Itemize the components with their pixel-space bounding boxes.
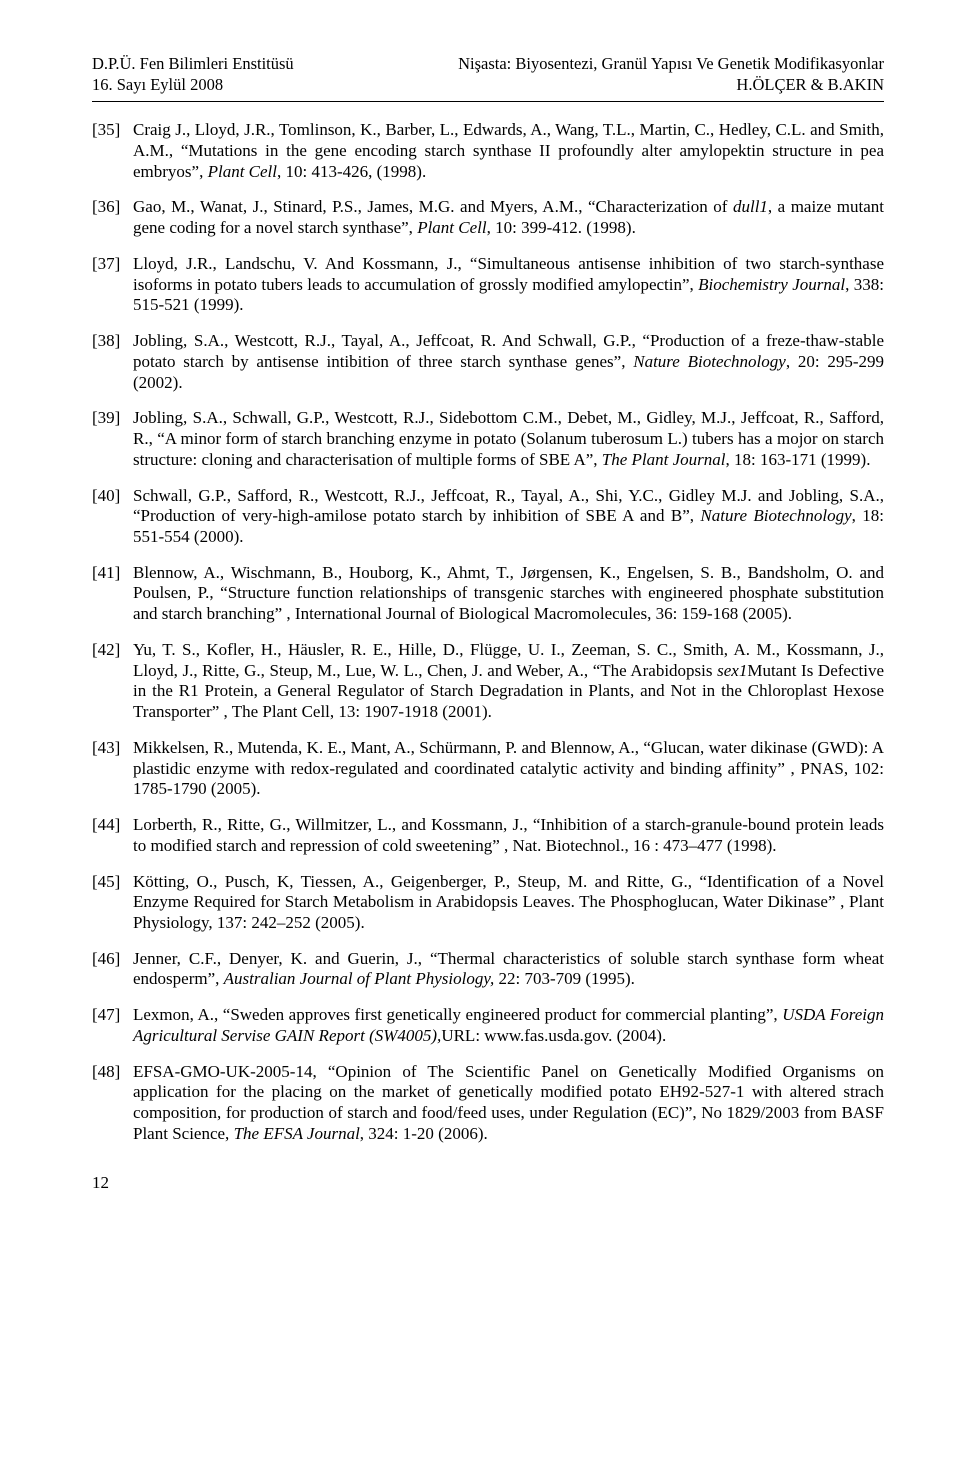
header-rule [92, 101, 884, 102]
reference-item: [44]Lorberth, R., Ritte, G., Willmitzer,… [92, 815, 884, 856]
header-left-line2: 16. Sayı Eylül 2008 [92, 75, 294, 96]
reference-number: [39] [92, 408, 133, 470]
reference-italic: dull1 [733, 197, 768, 216]
reference-number: [44] [92, 815, 133, 856]
reference-text: Yu, T. S., Kofler, H., Häusler, R. E., H… [133, 640, 884, 723]
reference-text: Lloyd, J.R., Landschu, V. And Kossmann, … [133, 254, 884, 316]
header-right: Nişasta: Biyosentezi, Granül Yapısı Ve G… [458, 54, 884, 95]
reference-italic: Biochemistry Journal [698, 275, 845, 294]
page: D.P.Ü. Fen Bilimleri Enstitüsü 16. Sayı … [0, 0, 960, 1233]
reference-number: [36] [92, 197, 133, 238]
reference-item: [41]Blennow, A., Wischmann, B., Houborg,… [92, 563, 884, 625]
reference-pre: Blennow, A., Wischmann, B., Houborg, K.,… [133, 563, 884, 623]
header-right-line2: H.ÖLÇER & B.AKIN [458, 75, 884, 96]
reference-post-2: , 10: 399-412. (1998). [487, 218, 636, 237]
reference-item: [38]Jobling, S.A., Westcott, R.J., Tayal… [92, 331, 884, 393]
reference-number: [38] [92, 331, 133, 393]
reference-item: [36]Gao, M., Wanat, J., Stinard, P.S., J… [92, 197, 884, 238]
reference-number: [48] [92, 1062, 133, 1145]
reference-pre: Lexmon, A., “Sweden approves first genet… [133, 1005, 782, 1024]
reference-item: [47]Lexmon, A., “Sweden approves first g… [92, 1005, 884, 1046]
reference-text: Blennow, A., Wischmann, B., Houborg, K.,… [133, 563, 884, 625]
reference-number: [40] [92, 486, 133, 548]
reference-item: [45]Kötting, O., Pusch, K, Tiessen, A., … [92, 872, 884, 934]
reference-number: [43] [92, 738, 133, 800]
reference-text: Lexmon, A., “Sweden approves first genet… [133, 1005, 884, 1046]
page-number: 12 [92, 1173, 884, 1193]
reference-italic: Australian Journal of Plant Physiology, [224, 969, 495, 988]
reference-text: Craig J., Lloyd, J.R., Tomlinson, K., Ba… [133, 120, 884, 182]
reference-text: Jenner, C.F., Denyer, K. and Guerin, J.,… [133, 949, 884, 990]
reference-item: [40]Schwall, G.P., Safford, R., Westcott… [92, 486, 884, 548]
reference-text: Schwall, G.P., Safford, R., Westcott, R.… [133, 486, 884, 548]
header-left-line1: D.P.Ü. Fen Bilimleri Enstitüsü [92, 54, 294, 75]
reference-italic-2: Plant Cell [417, 218, 486, 237]
reference-post: , 324: 1-20 (2006). [360, 1124, 488, 1143]
reference-item: [46]Jenner, C.F., Denyer, K. and Guerin,… [92, 949, 884, 990]
reference-text: EFSA-GMO-UK-2005-14, “Opinion of The Sci… [133, 1062, 884, 1145]
reference-italic: The EFSA Journal [234, 1124, 360, 1143]
reference-italic: Plant Cell [208, 162, 277, 181]
reference-number: [35] [92, 120, 133, 182]
reference-post: URL: www.fas.usda.gov. (2004). [441, 1026, 666, 1045]
reference-text: Gao, M., Wanat, J., Stinard, P.S., James… [133, 197, 884, 238]
reference-number: [42] [92, 640, 133, 723]
reference-pre: Lorberth, R., Ritte, G., Willmitzer, L.,… [133, 815, 884, 855]
reference-number: [46] [92, 949, 133, 990]
reference-number: [47] [92, 1005, 133, 1046]
reference-text: Jobling, S.A., Schwall, G.P., Westcott, … [133, 408, 884, 470]
reference-italic: sex1 [717, 661, 747, 680]
reference-post: , 10: 413-426, (1998). [277, 162, 426, 181]
reference-item: [35]Craig J., Lloyd, J.R., Tomlinson, K.… [92, 120, 884, 182]
reference-italic: Nature Biotechnology [633, 352, 786, 371]
reference-pre: Gao, M., Wanat, J., Stinard, P.S., James… [133, 197, 733, 216]
reference-post: , 18: 163-171 (1999). [726, 450, 871, 469]
reference-italic: Nature Biotechnology [700, 506, 851, 525]
reference-number: [45] [92, 872, 133, 934]
header-left: D.P.Ü. Fen Bilimleri Enstitüsü 16. Sayı … [92, 54, 294, 95]
reference-item: [42]Yu, T. S., Kofler, H., Häusler, R. E… [92, 640, 884, 723]
reference-item: [39]Jobling, S.A., Schwall, G.P., Westco… [92, 408, 884, 470]
reference-italic: The Plant Journal [602, 450, 726, 469]
reference-text: Jobling, S.A., Westcott, R.J., Tayal, A.… [133, 331, 884, 393]
reference-pre: Mikkelsen, R., Mutenda, K. E., Mant, A.,… [133, 738, 884, 798]
reference-item: [37]Lloyd, J.R., Landschu, V. And Kossma… [92, 254, 884, 316]
reference-text: Kötting, O., Pusch, K, Tiessen, A., Geig… [133, 872, 884, 934]
reference-number: [41] [92, 563, 133, 625]
reference-item: [48]EFSA-GMO-UK-2005-14, “Opinion of The… [92, 1062, 884, 1145]
reference-text: Lorberth, R., Ritte, G., Willmitzer, L.,… [133, 815, 884, 856]
page-header: D.P.Ü. Fen Bilimleri Enstitüsü 16. Sayı … [92, 54, 884, 95]
header-right-line1: Nişasta: Biyosentezi, Granül Yapısı Ve G… [458, 54, 884, 75]
reference-item: [43]Mikkelsen, R., Mutenda, K. E., Mant,… [92, 738, 884, 800]
reference-pre: Kötting, O., Pusch, K, Tiessen, A., Geig… [133, 872, 884, 932]
references-list: [35]Craig J., Lloyd, J.R., Tomlinson, K.… [92, 120, 884, 1144]
reference-text: Mikkelsen, R., Mutenda, K. E., Mant, A.,… [133, 738, 884, 800]
reference-number: [37] [92, 254, 133, 316]
reference-post: 22: 703-709 (1995). [494, 969, 635, 988]
